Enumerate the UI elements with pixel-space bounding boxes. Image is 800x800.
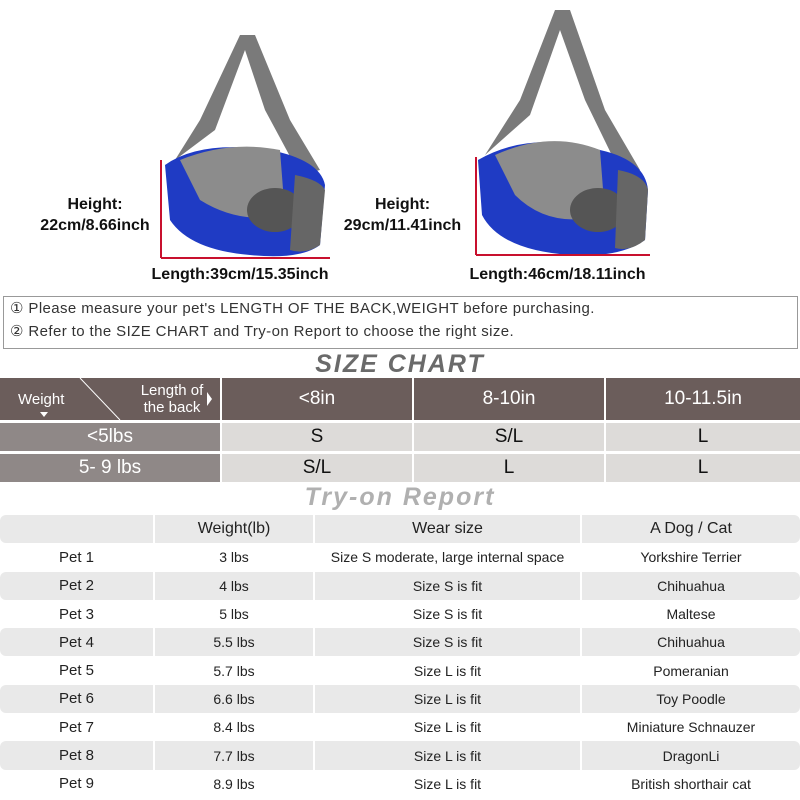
large-height-label: Height: 29cm/11.41inch (330, 194, 475, 236)
header-cell: A Dog / Cat (650, 520, 732, 538)
wear-size-cell: Size S is fit (315, 628, 582, 657)
weight-cell: 7.7 lbs (155, 741, 315, 770)
breed-cell: DragonLi (662, 747, 720, 764)
size-cell: S (222, 423, 412, 451)
header-cell (0, 515, 155, 544)
size-chart-row: <5lbs S S/L L (0, 423, 800, 451)
weight-cell: 5 lbs (155, 599, 315, 629)
report-row: Pet 4 5.5 lbs Size S is fit Chihuahua (0, 628, 800, 657)
column-header: 10-11.5in (606, 378, 800, 420)
size-cell: L (606, 423, 800, 451)
column-header: 8-10in (414, 378, 604, 420)
pet-cell: Pet 8 (0, 741, 155, 770)
try-on-report-title: Try-on Report (304, 483, 496, 511)
weight-cell: 5.7 lbs (155, 656, 315, 685)
size-chart-row: 5- 9 lbs S/L L L (0, 454, 800, 482)
weight-cell: <5lbs (0, 423, 220, 451)
small-length-label: Length:39cm/15.35inch (151, 266, 329, 283)
pet-cell: Pet 2 (0, 571, 155, 600)
height-title: Height: (67, 196, 123, 213)
size-chart-title: SIZE CHART (315, 350, 485, 378)
breed-cell: British shorthair cat (631, 775, 751, 792)
report-row: Pet 6 6.6 lbs Size L is fit Toy Poodle (0, 684, 800, 714)
weight-cell: 5- 9 lbs (0, 454, 220, 482)
report-row: Pet 5 5.7 lbs Size L is fit Pomeranian (0, 656, 800, 685)
small-bag-image (165, 35, 325, 257)
instruction-2: ② Refer to the SIZE CHART and Try-on Rep… (10, 323, 515, 340)
report-row: Pet 8 7.7 lbs Size L is fit DragonLi (0, 741, 800, 770)
weight-cell: 6.6 lbs (155, 684, 315, 714)
pet-cell: Pet 1 (0, 543, 155, 572)
weight-cell: 8.4 lbs (155, 713, 315, 742)
pet-cell: Pet 6 (0, 684, 155, 714)
large-length-label: Length:46cm/18.11inch (469, 266, 646, 283)
column-header: <8in (222, 378, 412, 420)
breed-cell: Yorkshire Terrier (640, 549, 742, 566)
weight-cell: 5.5 lbs (155, 628, 315, 657)
breed-cell: Chihuahua (657, 577, 725, 594)
height-title: Height: (374, 196, 431, 213)
pet-cell: Pet 7 (0, 713, 155, 742)
size-chart-header: Weight Length of the back <8in 8-10in 10… (0, 378, 800, 420)
size-chart-table: Weight Length of the back <8in 8-10in 10… (0, 378, 800, 485)
breed-cell: Pomeranian (653, 662, 729, 679)
weight-cell: 3 lbs (155, 543, 315, 572)
wear-size-cell: Size S moderate, large internal space (315, 543, 582, 572)
size-cell: S/L (222, 454, 412, 482)
corner-cell: Weight Length of the back (0, 378, 220, 420)
breed-cell: Chihuahua (657, 634, 725, 651)
product-images (160, 10, 650, 259)
wear-size-cell: Size L is fit (315, 713, 582, 742)
wear-size-cell: Size L is fit (315, 656, 582, 685)
weight-cell: 4 lbs (155, 571, 315, 600)
breed-cell: Miniature Schnauzer (626, 719, 756, 736)
instructions-box: ① Please measure your pet's LENGTH OF TH… (3, 296, 798, 349)
large-bag-image (478, 10, 648, 256)
wear-size-cell: Size S is fit (315, 599, 582, 629)
weight-cell: 8.9 lbs (155, 769, 315, 798)
header-cell: Wear size (315, 515, 582, 544)
pet-cell: Pet 3 (0, 599, 155, 629)
wear-size-cell: Size L is fit (315, 684, 582, 714)
header-cell: Weight(lb) (155, 515, 315, 544)
height-value: 29cm/11.41inch (343, 217, 462, 234)
size-cell: L (606, 454, 800, 482)
instruction-1: ① Please measure your pet's LENGTH OF TH… (10, 300, 595, 317)
pet-cell: Pet 9 (0, 769, 155, 798)
pet-cell: Pet 4 (0, 628, 155, 657)
weight-label: Weight (18, 390, 65, 408)
size-cell: L (414, 454, 604, 482)
size-cell: S/L (414, 423, 604, 451)
diagonal-divider (40, 378, 212, 420)
length-label: Length of the back (140, 382, 204, 416)
pet-cell: Pet 5 (0, 656, 155, 685)
report-row: Pet 9 8.9 lbs Size L is fit British shortha… (0, 769, 800, 798)
small-height-label: Height: 22cm/8.66inch (30, 194, 160, 236)
breed-cell: Toy Poodle (656, 690, 726, 707)
height-value: 22cm/8.66inch (40, 217, 150, 234)
down-arrow-icon (40, 412, 48, 417)
report-header: Weight(lb) Wear size A Dog / Cat (0, 515, 800, 544)
wear-size-cell: Size L is fit (315, 741, 582, 770)
wear-size-cell: Size S is fit (315, 571, 582, 600)
report-row: Pet 7 8.4 lbs Size L is fit Miniature Schna… (0, 713, 800, 742)
wear-size-cell: Size L is fit (315, 769, 582, 798)
right-arrow-icon (207, 392, 212, 406)
breed-cell: Maltese (666, 606, 716, 623)
